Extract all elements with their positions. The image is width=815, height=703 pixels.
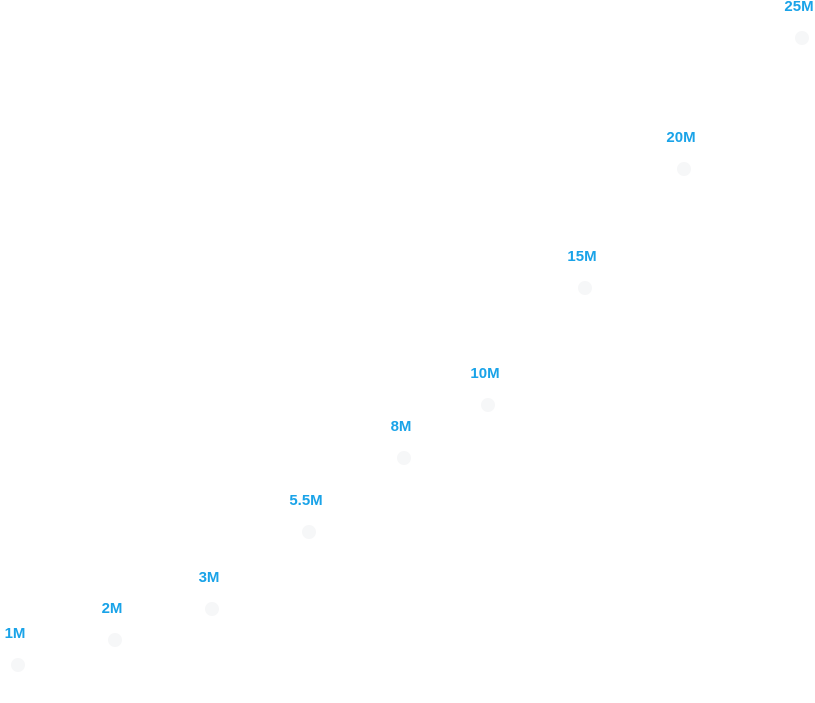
data-point-9 (795, 31, 809, 45)
data-point-1 (11, 658, 25, 672)
data-point-8 (677, 162, 691, 176)
data-point-4 (302, 525, 316, 539)
data-label-7: 15M (567, 248, 596, 265)
data-label-5: 8M (391, 418, 412, 435)
data-label-3: 3M (199, 569, 220, 586)
data-label-4: 5.5M (289, 492, 322, 509)
data-label-6: 10M (470, 365, 499, 382)
data-label-9: 25M (784, 0, 813, 15)
data-label-2: 2M (102, 600, 123, 617)
data-point-6 (481, 398, 495, 412)
data-labels: 1M 2M 3M 5.5M 8M 10M 15M 20M 25M (5, 0, 814, 642)
data-point-5 (397, 451, 411, 465)
data-point-7 (578, 281, 592, 295)
data-label-1: 1M (5, 625, 26, 642)
data-point-2 (108, 633, 122, 647)
data-marks (11, 31, 809, 672)
data-point-3 (205, 602, 219, 616)
data-label-8: 20M (666, 129, 695, 146)
